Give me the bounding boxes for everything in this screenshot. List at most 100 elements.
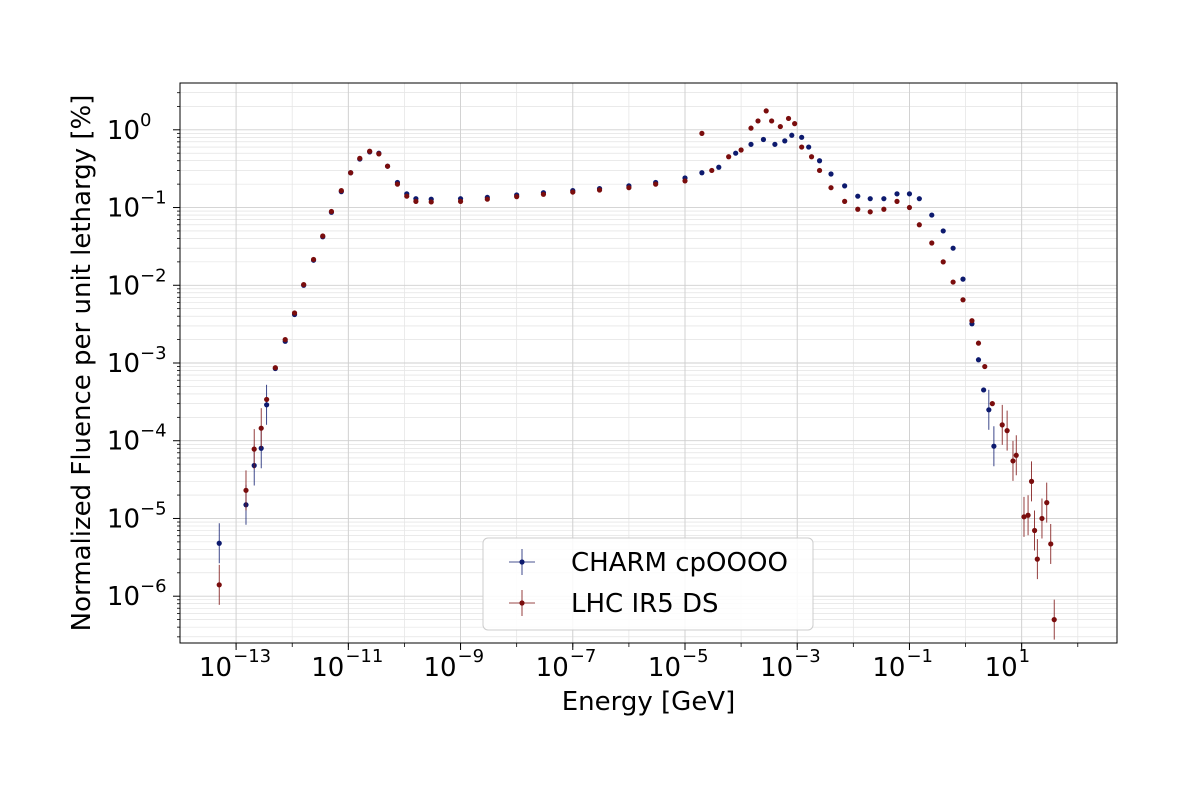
data-point [950, 279, 956, 285]
data-point [1013, 452, 1019, 458]
data-point [806, 144, 812, 150]
data-point [413, 198, 419, 204]
x-tick-label: 10 [199, 653, 232, 683]
data-point [1034, 556, 1040, 562]
data-point [264, 402, 270, 408]
ticks: 10 −610 −510 −410 −310 −210 −110 010 −13 10 −11 10−… [107, 92, 1079, 683]
legend-marker-point [519, 600, 525, 606]
legend: CHARM cpOOOO LHC IR5 DS [482, 537, 814, 631]
data-point [484, 196, 490, 202]
x-tick-exponent: 1 [1019, 646, 1030, 667]
x-tick-exponent: −1 [906, 646, 933, 667]
x-tick-exponent: −11 [345, 646, 383, 667]
data-point [867, 196, 873, 202]
data-point [986, 407, 992, 413]
data-point [916, 196, 922, 202]
data-point [348, 170, 354, 176]
data-point [816, 158, 823, 164]
data-point [950, 245, 956, 251]
data-point [216, 582, 222, 588]
data-point [777, 123, 783, 130]
data-point [799, 144, 805, 150]
data-point [1028, 478, 1035, 484]
data-point [272, 365, 278, 371]
data-point [1031, 527, 1038, 534]
data-point [929, 212, 935, 218]
data-point [1004, 428, 1010, 434]
data-point [1025, 512, 1031, 518]
data-point [264, 396, 270, 403]
data-point [748, 125, 754, 131]
data-point [384, 163, 391, 169]
data-point [842, 183, 848, 189]
y-tick-exponent: −2 [140, 265, 167, 286]
data-point [457, 198, 464, 204]
data-point [404, 193, 410, 199]
data-point [596, 187, 603, 193]
data-point [855, 206, 861, 212]
data-point [867, 209, 873, 215]
data-point [975, 357, 982, 363]
data-point [828, 185, 834, 191]
x-axis-label: Energy [GeV] [562, 687, 736, 717]
x-tick-label: 10 [760, 653, 793, 683]
data-point [792, 121, 798, 127]
data-point [782, 138, 788, 144]
data-point [726, 154, 732, 160]
data-point [789, 132, 795, 138]
y-tick-exponent: −4 [140, 421, 167, 442]
data-point [906, 204, 913, 211]
data-point [799, 134, 805, 140]
data-point [738, 147, 744, 153]
y-tick-label: 10 [107, 194, 140, 224]
y-tick-label: 10 [107, 271, 140, 301]
data-point [906, 191, 913, 197]
data-point [709, 167, 715, 174]
data-point [699, 130, 705, 136]
x-tick-label: 10 [423, 653, 456, 683]
data-point [769, 118, 775, 124]
data-point [991, 443, 997, 449]
data-point [258, 445, 264, 451]
y-tick-label: 10 [107, 349, 140, 379]
data-point [755, 118, 761, 124]
x-tick-exponent: −7 [570, 646, 597, 667]
data-point [320, 233, 326, 239]
x-tick-exponent: −13 [233, 646, 271, 667]
data-point [653, 181, 659, 187]
data-point [357, 155, 363, 161]
y-tick-label: 10 [107, 116, 140, 146]
data-point [982, 363, 988, 370]
data-point [282, 336, 288, 343]
y-axis-label: Normalized Fluence per unit lethargy [%] [67, 95, 97, 632]
data-point [894, 198, 900, 204]
data-point [301, 281, 307, 288]
data-point [940, 228, 946, 234]
x-tick-label: 10 [985, 653, 1018, 683]
data-point [699, 170, 705, 176]
x-tick-exponent: −3 [794, 646, 821, 667]
data-point [808, 154, 815, 160]
data-point [816, 167, 823, 174]
data-point [989, 401, 995, 407]
data-point [785, 115, 792, 122]
data-point [428, 199, 434, 205]
data-point [960, 297, 966, 303]
data-point [969, 318, 975, 324]
data-point [367, 148, 373, 154]
data-point [328, 208, 335, 215]
data-point [842, 198, 848, 204]
series [216, 108, 1057, 640]
y-tick-exponent: 0 [140, 110, 151, 131]
data-point [514, 194, 520, 200]
y-tick-label: 10 [107, 427, 140, 457]
data-point [981, 387, 987, 393]
data-point [881, 206, 887, 212]
y-tick-exponent: −5 [140, 498, 167, 519]
data-point [310, 256, 317, 263]
data-point [540, 191, 547, 197]
data-point [894, 191, 900, 197]
data-point [940, 259, 946, 265]
data-point [1044, 499, 1050, 506]
